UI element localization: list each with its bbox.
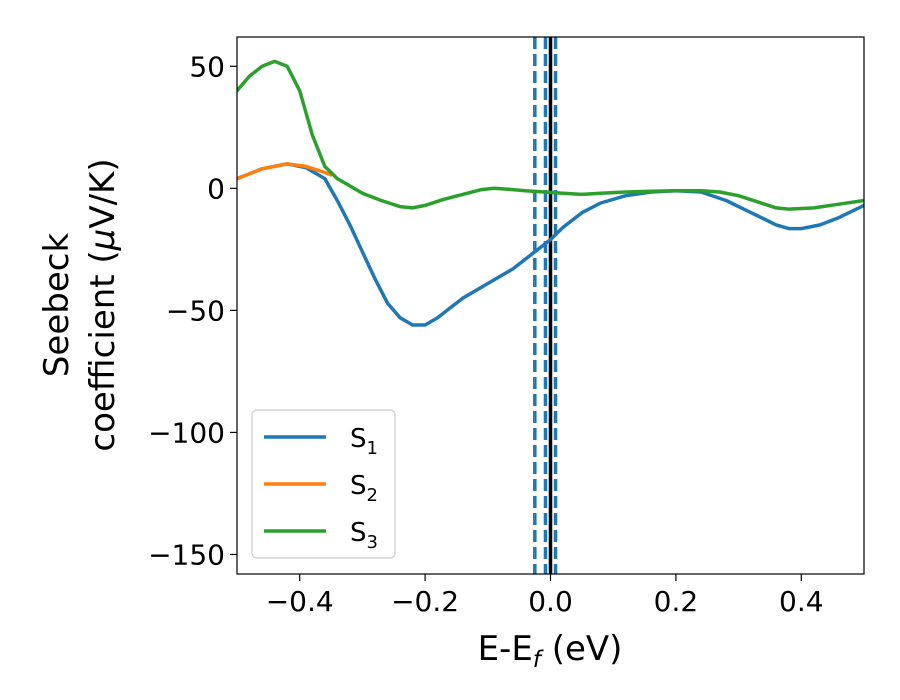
x-axis-label: E-Ef (eV) <box>478 629 623 673</box>
legend-label-s1: S1 <box>350 424 378 459</box>
y-tick-label: −100 <box>148 416 225 449</box>
legend-items: S1 S2 S3 <box>264 424 378 553</box>
plot-lines <box>533 37 558 574</box>
legend-label-s3: S3 <box>350 518 378 553</box>
series-line-s2 <box>237 162 333 181</box>
y-axis-ticks: 50 0 −50 −100 −150 <box>148 50 237 571</box>
x-tick-label: −0.2 <box>391 585 459 618</box>
y-tick-label: −50 <box>166 294 225 327</box>
series-lines <box>237 59 864 327</box>
y-axis-label: Seebeck coefficient (μV/K) <box>37 158 123 451</box>
x-axis-ticks: −0.4 −0.2 0.0 0.2 0.4 <box>266 574 824 618</box>
y-axis-label-line1: Seebeck <box>37 233 77 378</box>
legend: S1 S2 S3 <box>251 409 396 559</box>
y-axis-label-line2: coefficient (μV/K) <box>83 158 123 451</box>
y-tick-label: 50 <box>189 50 225 83</box>
x-tick-label: 0.4 <box>779 585 824 618</box>
x-tick-label: 0.2 <box>654 585 699 618</box>
x-tick-label: −0.4 <box>266 585 334 618</box>
x-tick-label: 0.0 <box>528 585 573 618</box>
y-tick-label: 0 <box>207 172 225 205</box>
series-line-s3 <box>237 59 864 211</box>
series-line-s1 <box>237 162 864 327</box>
legend-label-s2: S2 <box>350 471 378 506</box>
y-tick-label: −150 <box>148 538 225 571</box>
